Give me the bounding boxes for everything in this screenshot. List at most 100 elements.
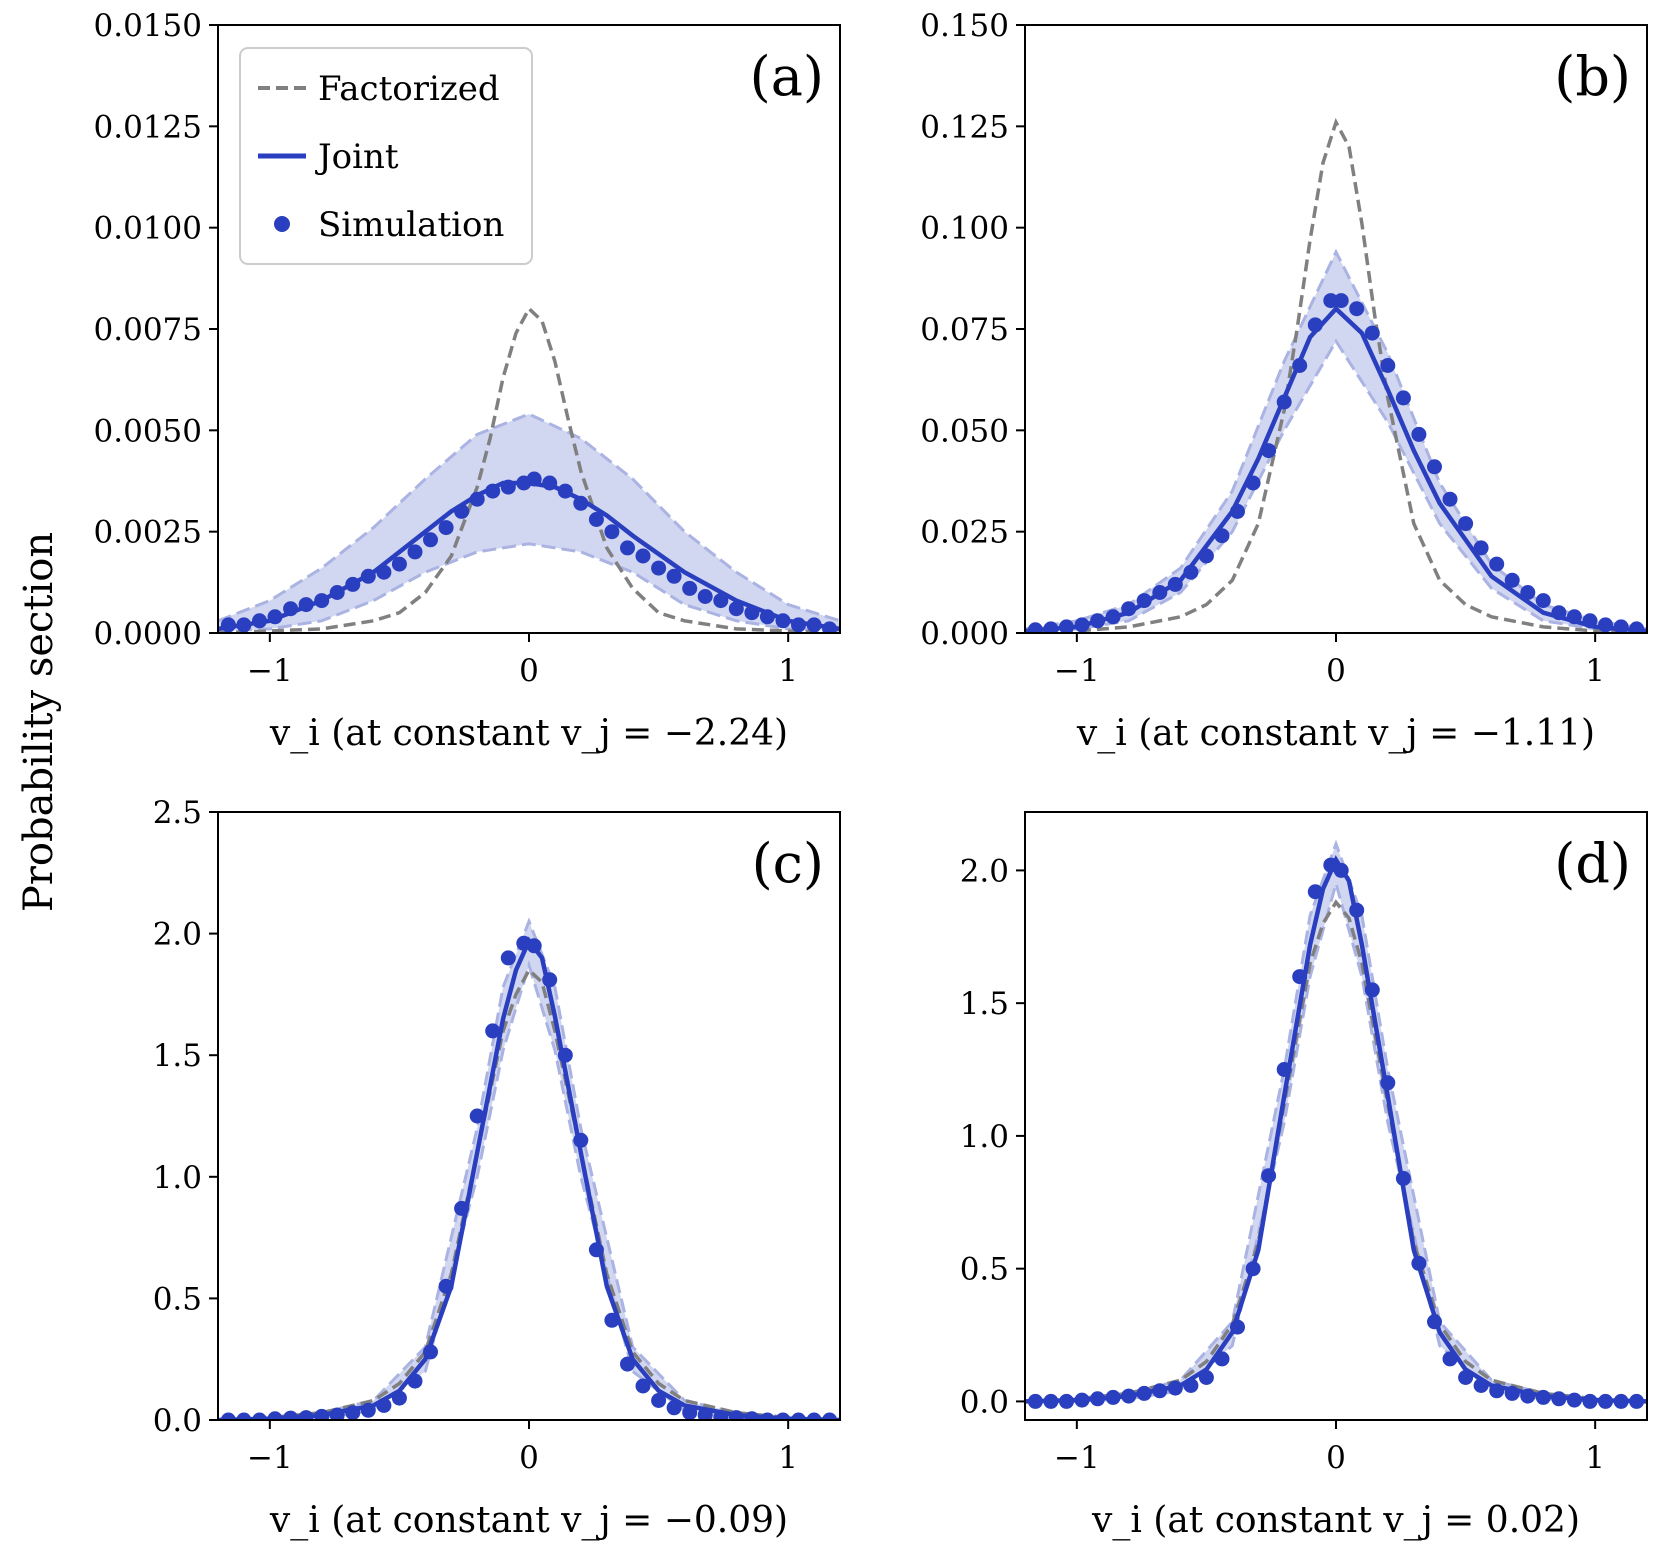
simulation-point [1074,617,1090,633]
x-tick-label: 1 [1585,1440,1605,1476]
simulation-point [1442,1351,1458,1367]
simulation-point [267,609,283,625]
simulation-point [1380,358,1396,373]
y-tick-label: 0.0 [960,1384,1009,1420]
x-tick-label: −1 [1054,653,1100,689]
simulation-point [469,491,485,507]
simulation-point [1214,528,1230,544]
x-tick-label: 0 [519,1440,539,1476]
y-tick-label: 0.5 [153,1281,202,1317]
simulation-point [423,1344,438,1360]
simulation-point [1292,969,1308,985]
simulation-point [1307,884,1323,900]
x-tick-label: 0 [519,653,539,689]
simulation-point [454,503,470,519]
panel-label: (c) [752,832,824,895]
simulation-point [1090,613,1106,629]
simulation-point [791,617,806,633]
simulation-point [314,593,330,609]
simulation-point [1582,613,1598,629]
simulation-point [604,524,620,540]
x-axis-label: v_i (at constant v_j = −0.09) [269,1500,788,1541]
legend-box [239,47,533,265]
simulation-point [1059,619,1074,633]
simulation-point [1074,1392,1090,1408]
band-lower-edge [218,542,840,633]
simulation-point [454,1200,470,1216]
simulation-point [1136,1385,1152,1401]
simulation-point [1121,601,1137,617]
simulation-point [360,568,376,584]
simulation-point [1629,621,1645,633]
simulation-point [1152,1383,1168,1399]
y-tick-label: 0.050 [920,413,1009,449]
simulation-point [1551,1391,1567,1407]
simulation-point [1307,317,1323,333]
simulation-point [682,1405,698,1420]
simulation-point [573,495,589,511]
x-tick-label: 0 [1326,1440,1346,1476]
band-upper-edge [218,917,840,1420]
simulation-point [1380,1075,1396,1091]
simulation-point [1364,325,1380,341]
panel-label: (d) [1554,832,1631,895]
y-tick-label: 0.025 [920,515,1009,551]
simulation-point [822,621,838,633]
y-tick-label: 0.0000 [94,616,202,652]
simulation-point [822,1412,838,1420]
y-tick-label: 1.5 [960,986,1009,1022]
simulation-point [298,597,314,613]
legend: Factorized Joint Simulation [239,47,533,265]
simulation-point [345,576,361,592]
simulation-point [314,1408,330,1420]
simulation-point [1043,1393,1059,1409]
simulation-point [438,520,454,536]
simulation-point [1276,1062,1292,1077]
simulation-point [1214,1351,1230,1367]
simulation-point [744,605,760,621]
legend-simulation-swatch [274,216,290,232]
y-tick-label: 0.0025 [94,515,202,551]
simulation-point [791,1412,806,1420]
simulation-point [1582,1393,1598,1409]
simulation-point [526,471,542,487]
simulation-point [1411,426,1427,442]
simulation-point [1613,1393,1629,1409]
simulation-point [1043,621,1059,633]
simulation-point [1598,1393,1613,1409]
y-tick-label: 0.0150 [94,8,202,44]
y-tick-label: 0.150 [920,8,1009,44]
y-tick-label: 0.0075 [94,312,202,348]
simulation-point [728,601,744,617]
y-axis-label: Probability section [16,532,62,912]
simulation-point [557,1047,573,1063]
simulation-point [728,1410,744,1420]
y-tick-label: 1.0 [960,1119,1009,1155]
simulation-point [1198,548,1214,564]
panel-4: −1 0 1 0.0 0.5 1.0 1.5 2.0 (d) v_i (at constant v… [960,811,1648,1541]
simulation-point [220,617,236,633]
simulation-point [283,601,299,617]
band-upper-edge [218,412,840,623]
simulation-point [1292,358,1308,373]
simulation-point [1629,1393,1645,1409]
joint-line [1025,854,1647,1404]
legend-label: Factorized [318,69,500,109]
simulation-point [1395,1170,1411,1186]
plot-area [1025,117,1647,633]
band-lower-edge [1025,878,1647,1403]
simulation-point [620,1356,635,1372]
simulation-point [438,1278,454,1294]
band-lower-edge [218,960,840,1420]
y-tick-label: 0.125 [920,109,1009,145]
simulation-point [345,1405,361,1420]
y-tick-label: 0.0 [153,1403,202,1439]
simulation-point [759,1412,775,1420]
simulation-point [1198,1370,1214,1385]
y-tick-label: 1.5 [153,1038,202,1074]
simulation-point [1333,293,1349,309]
simulation-point [666,568,682,584]
simulation-point [604,1312,620,1328]
plot-area [1025,839,1647,1409]
